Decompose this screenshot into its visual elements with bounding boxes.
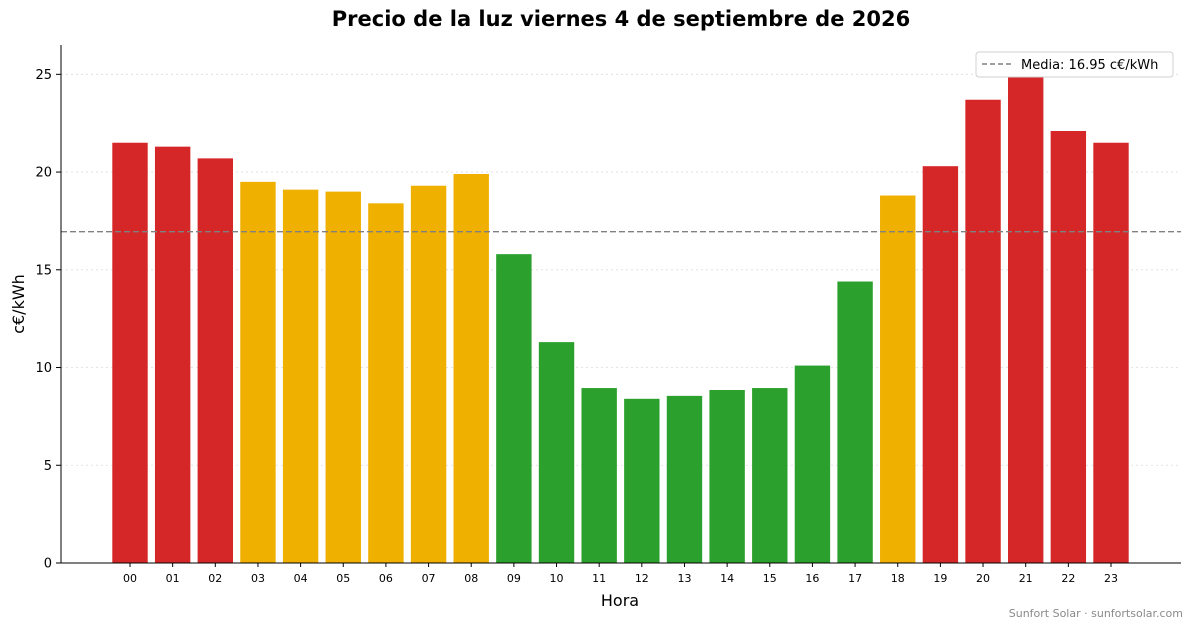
bar-hour-08	[453, 174, 489, 563]
x-tick-label: 04	[294, 572, 308, 585]
watermark: Sunfort Solar · sunfortsolar.com	[1009, 607, 1183, 620]
bar-hour-22	[1050, 131, 1087, 563]
x-tick-label: 00	[123, 572, 137, 585]
bar-hour-23	[1093, 142, 1129, 564]
bar-hour-14	[709, 390, 745, 563]
bar-hour-15	[752, 388, 788, 563]
bar-hour-09	[496, 254, 532, 563]
x-tick-label: 16	[805, 572, 819, 585]
bar-hour-19	[922, 166, 959, 564]
x-tick-label: 01	[166, 572, 180, 585]
x-ticks: 00 01 02 03 04 05 06 07 08 09 10 11 12 13 14 15 16 17 18 19…	[123, 563, 1118, 585]
x-tick-label: 18	[891, 572, 905, 585]
x-axis-label: Hora	[601, 591, 639, 610]
y-tick-label: 25	[35, 68, 52, 83]
x-tick-label: 07	[422, 572, 436, 585]
bars	[112, 70, 1129, 564]
legend: Media: 16.95 c€/kWh	[975, 51, 1174, 78]
x-tick-label: 06	[379, 572, 393, 585]
bar-hour-10	[538, 342, 575, 563]
legend-box	[975, 51, 1174, 78]
x-tick-label: 17	[848, 572, 862, 585]
x-tick-label: 23	[1104, 572, 1118, 585]
x-tick-label: 05	[336, 572, 350, 585]
chart-title: Precio de la luz viernes 4 de septiembre…	[332, 7, 910, 31]
bar-hour-04	[282, 189, 319, 564]
bar-hour-18	[880, 195, 916, 563]
x-tick-label: 08	[464, 572, 478, 585]
x-tick-label: 14	[720, 572, 734, 585]
y-tick-label: 15	[35, 263, 52, 278]
y-ticks: 0 5 10 15 20 25	[35, 68, 61, 572]
y-axis-label: c€/kWh	[9, 274, 28, 334]
bar-hour-16	[794, 365, 831, 563]
x-tick-label: 20	[976, 572, 990, 585]
bar-hour-00	[112, 142, 148, 564]
bar-hour-03	[240, 181, 276, 563]
bar-hour-12	[624, 398, 660, 563]
x-tick-label: 02	[208, 572, 222, 585]
y-tick-label: 0	[44, 557, 52, 572]
bar-hour-11	[581, 388, 617, 563]
bar-hour-06	[368, 203, 404, 563]
x-tick-label: 10	[550, 572, 564, 585]
bar-hour-05	[325, 191, 361, 564]
x-tick-label: 03	[251, 572, 265, 585]
bar-hour-21	[1007, 70, 1044, 564]
x-tick-label: 19	[933, 572, 947, 585]
x-tick-label: 21	[1019, 572, 1033, 585]
x-tick-label: 13	[677, 572, 691, 585]
legend-mean-label: Media: 16.95 c€/kWh	[1021, 58, 1158, 73]
x-tick-label: 12	[635, 572, 649, 585]
x-tick-label: 11	[592, 572, 606, 585]
y-tick-label: 20	[35, 166, 52, 181]
bar-hour-17	[837, 281, 873, 563]
y-tick-label: 10	[35, 361, 52, 376]
bar-hour-02	[197, 158, 234, 563]
bar-hour-01	[154, 146, 191, 564]
bar-hour-20	[965, 99, 1001, 563]
bar-hour-13	[666, 395, 703, 563]
x-tick-label: 15	[763, 572, 777, 585]
bar-hour-07	[410, 185, 447, 563]
y-tick-label: 5	[44, 459, 52, 474]
x-tick-label: 22	[1061, 572, 1075, 585]
x-tick-label: 09	[507, 572, 521, 585]
